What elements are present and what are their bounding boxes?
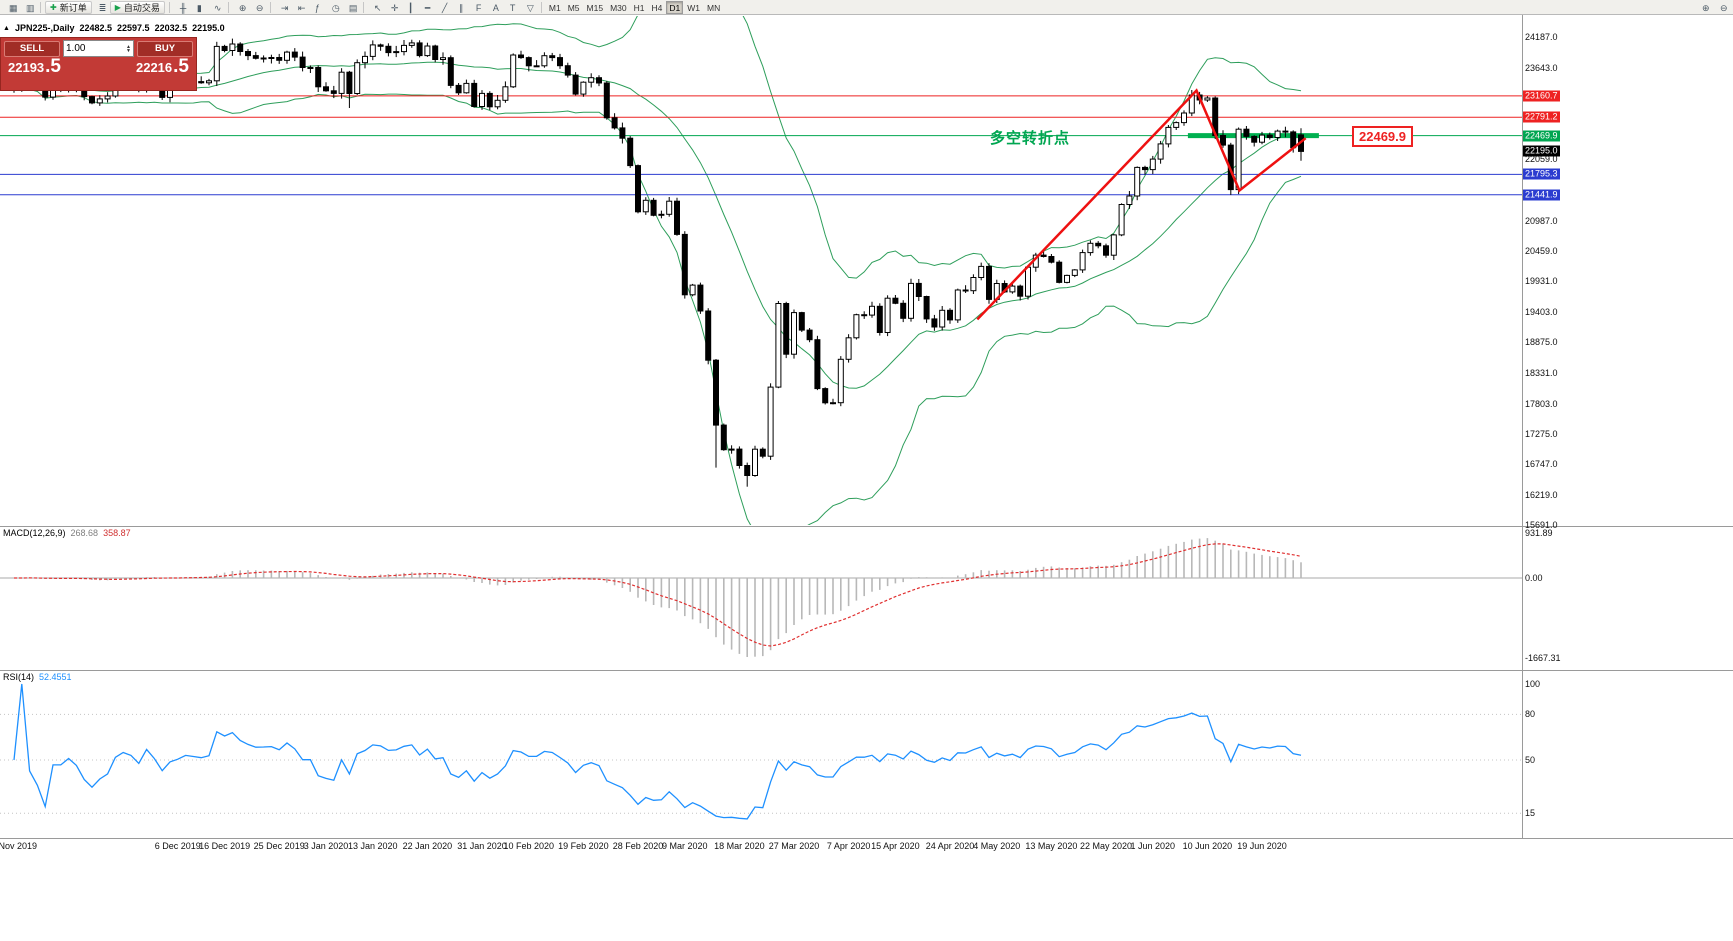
toolbar-separator — [362, 1, 364, 13]
time-axis-separator — [0, 838, 1733, 839]
new-order-icon: ✚ — [50, 2, 57, 12]
macd-pane-separator[interactable] — [0, 526, 1733, 527]
toolbar-separator — [540, 1, 542, 13]
toolbar-right-icons: ⊕ ⊖ — [1696, 1, 1730, 14]
main-toolbar: ▦ ▥ ✚ 新订单 ≣ ▶ 自动交易 ╫ ▮ ∿ ⊕ ⊖ ⇥ ⇤ ƒ ◷ ▤ ↖ ✛ ┃ ━ ╱ ∥ F A T ▽ M1 M5 M15 M… — [0, 0, 1733, 15]
price-axis-border — [1522, 15, 1523, 838]
buy-button[interactable]: BUY — [137, 40, 193, 57]
templates-icon[interactable]: ▤ — [343, 1, 359, 14]
macd-label: MACD(12,26,9) 268.68 358.87 — [3, 528, 131, 538]
magnifier-minus-icon[interactable]: ⊖ — [1714, 1, 1730, 14]
volume-up-icon[interactable]: ▲ — [126, 43, 131, 50]
label-icon[interactable]: T — [504, 1, 520, 14]
toolbar-separator — [40, 1, 41, 13]
timeframe-button-d1[interactable]: D1 — [666, 0, 684, 14]
toolbar-button-label: 自动交易 — [123, 2, 160, 13]
one-click-trading-panel: SELL 1.00 ▲ ▼ BUY 22193.5 22216.5 — [0, 37, 197, 91]
bar-chart-mode-icon[interactable]: ╫ — [174, 1, 190, 14]
symbol-ohlc-line: ▲ JPN225-,Daily 22482.5 22597.5 22032.5 … — [3, 23, 225, 33]
indicators-icon[interactable]: ƒ — [309, 1, 325, 14]
timeframe-button-m15[interactable]: M15 — [584, 1, 607, 14]
line-chart-mode-icon[interactable]: ∿ — [208, 1, 224, 14]
timeframe-button-w1[interactable]: W1 — [684, 1, 703, 14]
buy-price-value: 22216 — [135, 60, 173, 75]
text-icon[interactable]: A — [487, 1, 503, 14]
auto-trading-icon: ▶ — [114, 2, 121, 12]
timeframe-button-mn[interactable]: MN — [704, 1, 723, 14]
new-chart-icon[interactable]: ▦ — [3, 1, 19, 14]
rsi-label: RSI(14) 52.4551 — [3, 672, 72, 682]
ohlc-open: 22482.5 — [79, 23, 113, 33]
timeframe-button-h4[interactable]: H4 — [648, 1, 665, 14]
shapes-icon[interactable]: ▽ — [521, 1, 537, 14]
toolbar-button-label: 新订单 — [59, 2, 87, 13]
timeframe-button-m5[interactable]: M5 — [565, 1, 583, 14]
crosshair-icon[interactable]: ✛ — [385, 1, 401, 14]
ohlc-close: 22195.0 — [192, 23, 225, 33]
macd-signal-value: 358.87 — [103, 528, 131, 538]
auto-trading-button[interactable]: ▶ 自动交易 — [109, 0, 165, 14]
fibonacci-icon[interactable]: F — [470, 1, 486, 14]
chart-shift-icon[interactable]: ⇤ — [292, 1, 308, 14]
rsi-value: 52.4551 — [39, 672, 72, 682]
buy-price-fraction: .5 — [173, 56, 189, 77]
ohlc-high: 22597.5 — [117, 23, 150, 33]
turning-point-annotation: 多空转折点 — [990, 130, 1071, 147]
timeframe-button-m30[interactable]: M30 — [607, 1, 630, 14]
toolbar-separator — [269, 1, 271, 13]
timeframe-button-h1[interactable]: H1 — [631, 1, 648, 14]
volume-down-icon[interactable]: ▼ — [126, 47, 131, 54]
sell-button[interactable]: SELL — [4, 40, 60, 57]
buy-price[interactable]: 22216.5 — [135, 56, 189, 77]
candlestick-mode-icon[interactable]: ▮ — [191, 1, 207, 14]
rsi-name: RSI(14) — [3, 672, 35, 682]
trendline-icon[interactable]: ╱ — [436, 1, 452, 14]
toolbar-separator — [227, 1, 229, 13]
auto-scroll-icon[interactable]: ⇥ — [275, 1, 291, 14]
rsi-pane-separator[interactable] — [0, 670, 1733, 671]
vertical-line-icon[interactable]: ┃ — [402, 1, 418, 14]
market-depth-icon[interactable]: ≣ — [93, 1, 109, 14]
sell-price-value: 22193 — [8, 60, 45, 75]
symbol-name: JPN225-,Daily — [14, 23, 75, 33]
volume-value[interactable]: 1.00 — [66, 43, 86, 54]
timeframe-button-m1[interactable]: M1 — [546, 1, 564, 14]
volume-field[interactable]: 1.00 ▲ ▼ — [63, 40, 134, 57]
new-order-button[interactable]: ✚ 新订单 — [45, 0, 92, 14]
sell-price[interactable]: 22193.5 — [8, 56, 62, 77]
periods-icon[interactable]: ◷ — [326, 1, 342, 14]
cursor-icon[interactable]: ↖ — [368, 1, 384, 14]
channel-icon[interactable]: ∥ — [453, 1, 469, 14]
horizontal-line-icon[interactable]: ━ — [419, 1, 435, 14]
sell-price-fraction: .5 — [45, 56, 62, 77]
macd-name: MACD(12,26,9) — [3, 528, 66, 538]
magnifier-plus-icon[interactable]: ⊕ — [1696, 1, 1712, 14]
toolbar-separator — [168, 1, 170, 13]
ohlc-low: 22032.5 — [154, 23, 188, 33]
zoom-in-icon[interactable]: ⊕ — [233, 1, 249, 14]
macd-main-value: 268.68 — [70, 528, 99, 538]
profiles-icon[interactable]: ▥ — [20, 1, 36, 14]
zoom-out-icon[interactable]: ⊖ — [250, 1, 266, 14]
price-tag-annotation[interactable]: 22469.9 — [1352, 126, 1413, 147]
one-click-toggle-icon[interactable]: ▲ — [3, 24, 10, 32]
